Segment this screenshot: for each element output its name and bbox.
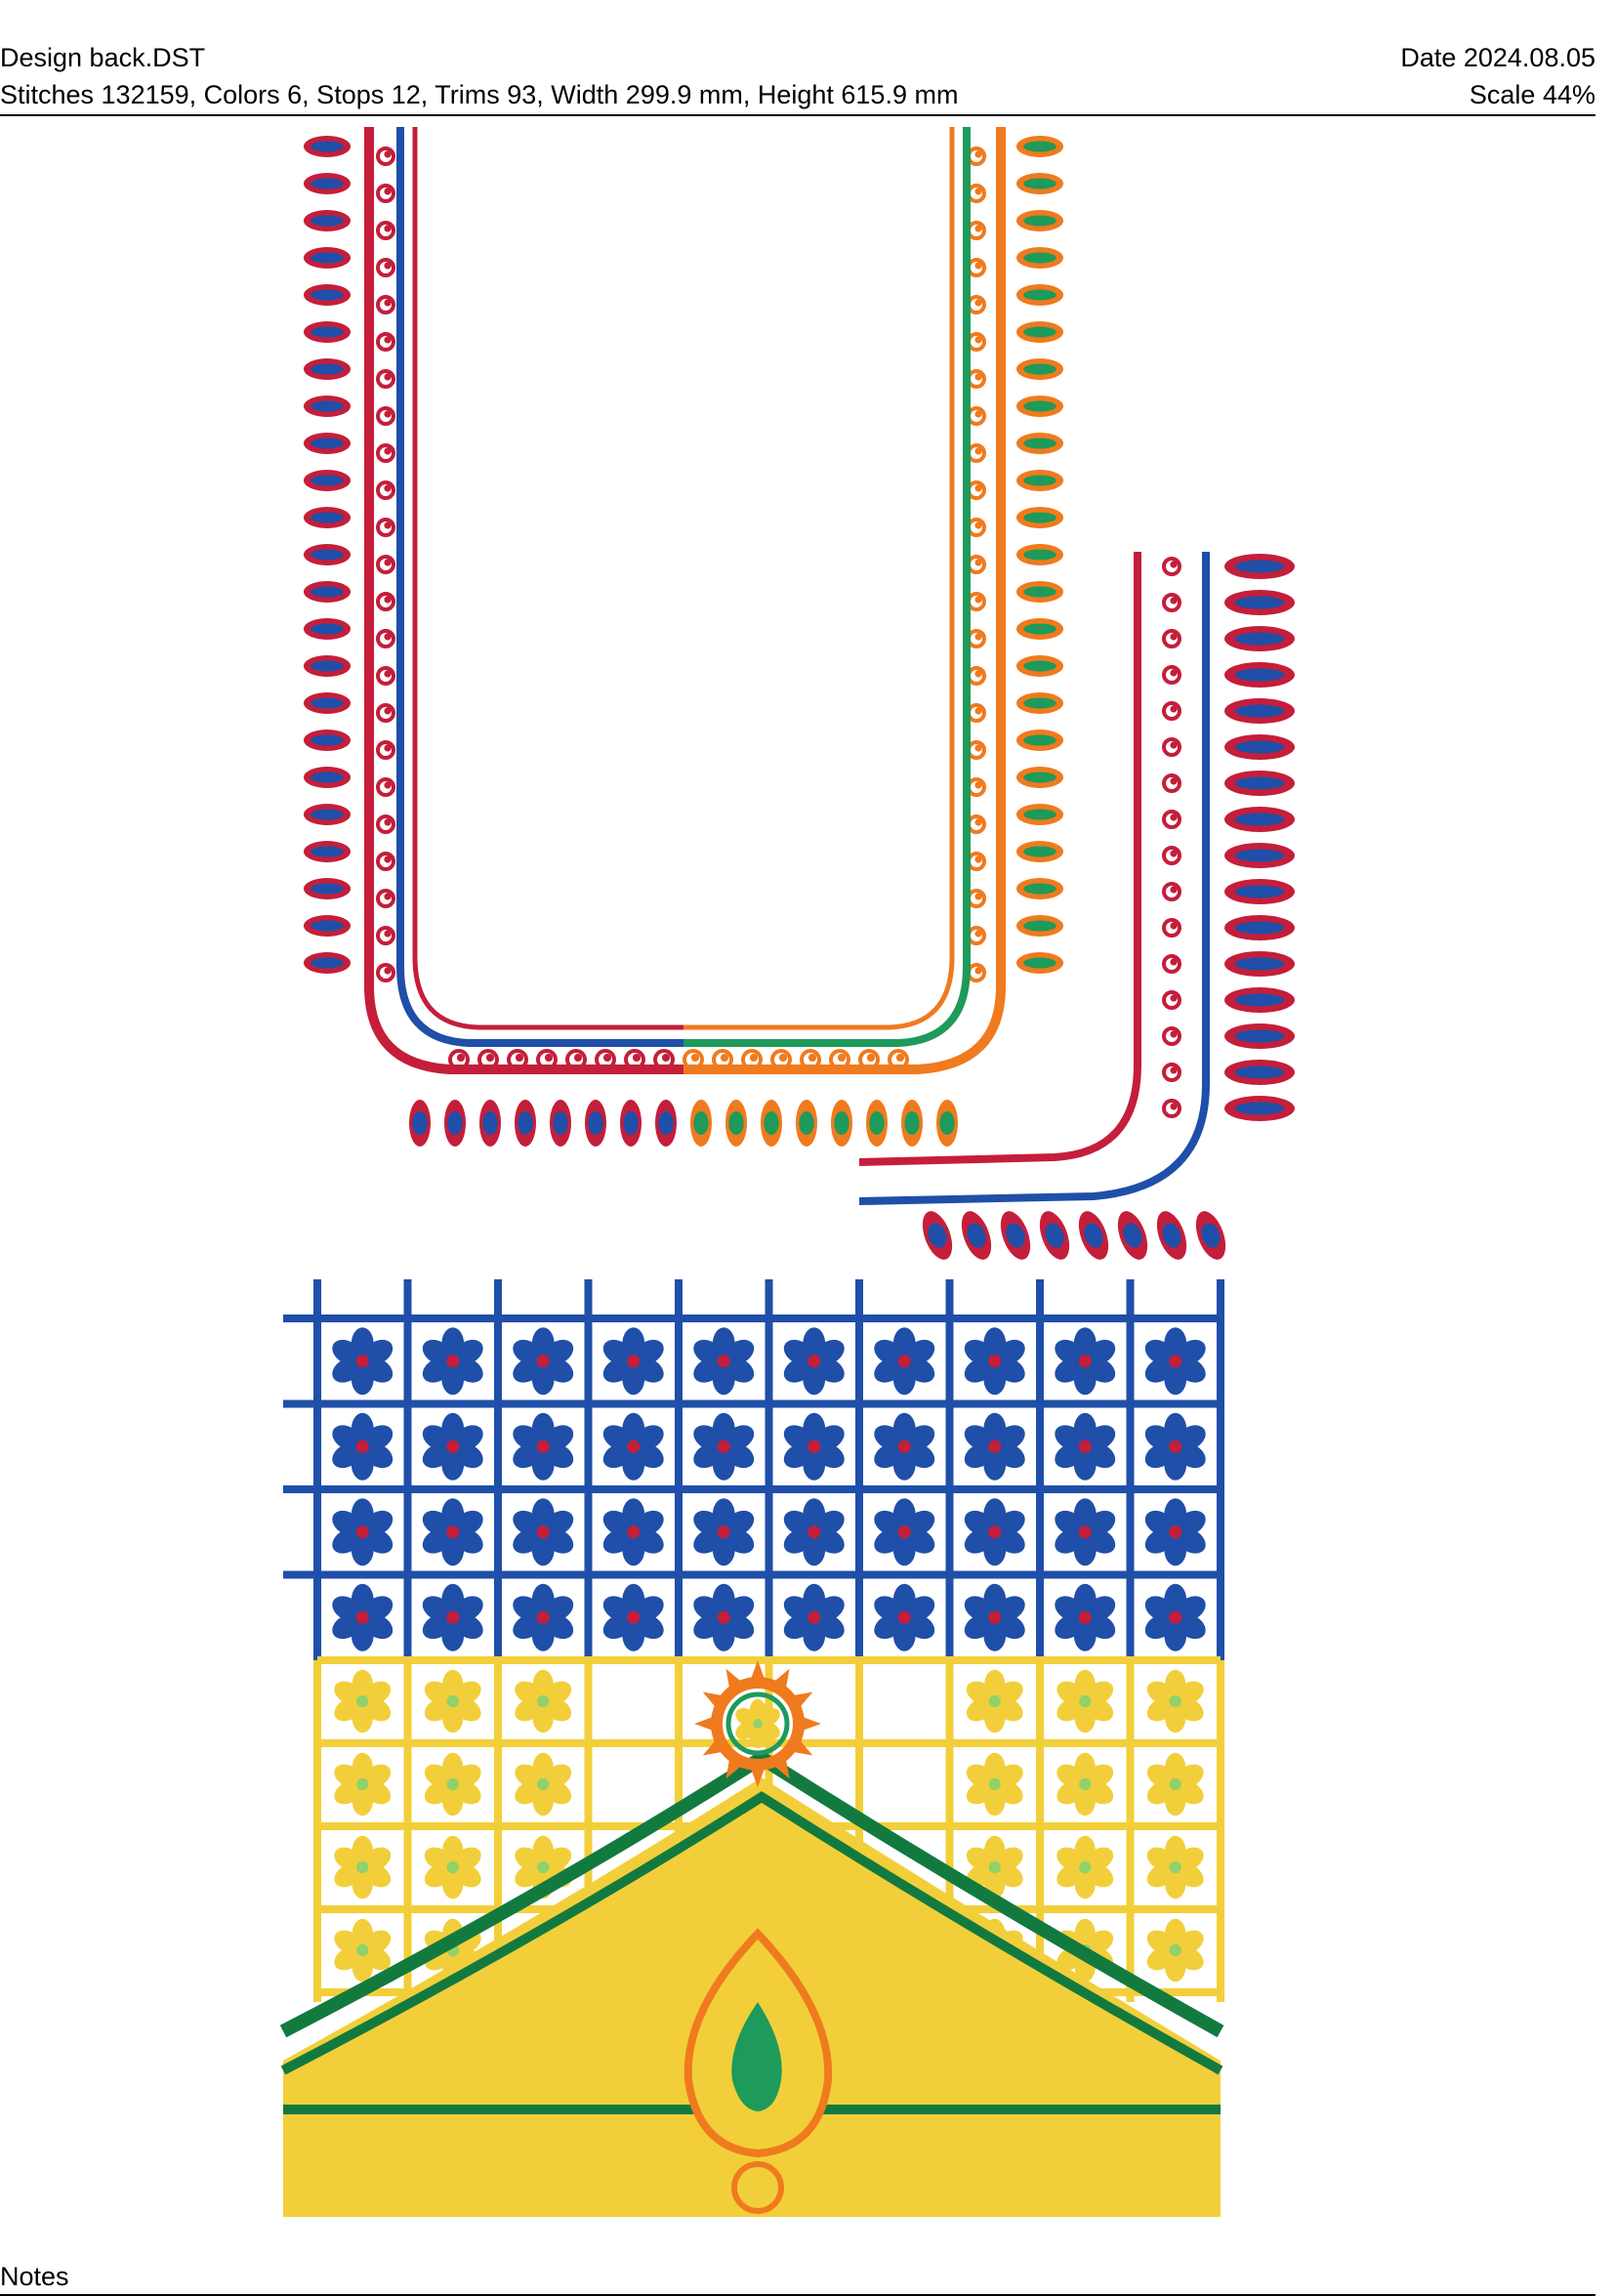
design-stats: Stitches 132159, Colors 6, Stops 12, Tri…	[0, 80, 959, 109]
paisley-yoke-motif	[279, 1660, 1224, 2217]
design-name: Design back.DST	[0, 43, 206, 72]
header-rule	[0, 114, 1595, 116]
blue-flower-grid	[283, 1279, 1224, 1660]
design-date: Date 2024.08.05	[1400, 43, 1595, 72]
notes-label: Notes	[0, 2262, 69, 2291]
design-scale: Scale 44%	[1469, 80, 1595, 109]
sleeve-border	[858, 552, 1295, 1260]
neckline-u-border	[304, 127, 1063, 1147]
